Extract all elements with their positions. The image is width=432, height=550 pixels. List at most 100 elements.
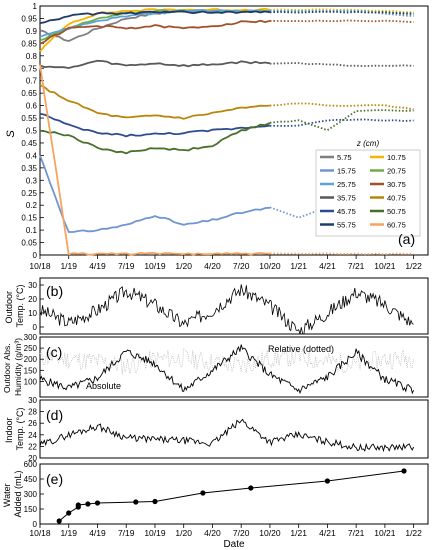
ytick-label: 0.55 (21, 114, 37, 123)
series-40.75-measured (39, 84, 270, 120)
xtick-label: 10/21 (374, 261, 396, 271)
panel-e-ylabel-line1: Water (2, 483, 12, 507)
panel-b-ylabel: Outdoor Temp. (°C) (4, 284, 25, 327)
panel-a: S 0 0.05 0.1 0.15 0.2 0.25 0.3 0.35 0.4 0.45 0.5 0.… (5, 2, 429, 260)
xtick-label: 1/20 (175, 528, 192, 538)
panel-d-ylabel: Indoor Temp. (°C) (4, 407, 25, 450)
legend-label-30.75: 30.75 (387, 180, 406, 189)
xtick-label: 1/19 (60, 528, 77, 538)
series-relative-humidity (39, 346, 414, 375)
xtick-label: 10/21 (374, 528, 396, 538)
water-added-point (324, 478, 330, 484)
legend-label-15.75: 15.75 (337, 167, 356, 176)
panel-d-yticks: 20 22 24 26 28 30 (28, 396, 44, 463)
series-10.75-gap (269, 8, 414, 14)
ytick-label: 0.3 (26, 176, 38, 185)
legend-label-40.75: 40.75 (387, 194, 406, 203)
panel-e-ylabel-line2: Added (mL) (13, 470, 23, 517)
panel-e-ylabel: Water Added (mL) (2, 470, 23, 517)
panel-e-xticks: 10/18 1/19 4/19 7/19 10/19 1/20 4/20 7/20 10/20 1… (29, 524, 422, 538)
water-added-point (200, 490, 206, 496)
legend-entries: 5.75 10.75 15.75 20.75 25.75 30.75 35.75 40.75 4… (320, 153, 406, 230)
xtick-label: 10/19 (144, 261, 166, 271)
xtick-label: 1/22 (405, 261, 422, 271)
series-35.75-gap (269, 62, 414, 68)
xtick-label: 10/20 (259, 261, 281, 271)
panel-d: Indoor Temp. (°C) 20 22 24 26 28 30 (d) (4, 396, 429, 463)
ytick-label: 28 (28, 408, 37, 417)
legend-label-10.75: 10.75 (387, 153, 406, 162)
ytick-label: 0.5 (26, 127, 38, 136)
xtick-label: 1/21 (290, 528, 307, 538)
series-25.75-gap (269, 9, 414, 16)
panel-a-ylabel: S (5, 130, 17, 138)
water-added-point (152, 498, 158, 505)
series-water-added-line (58, 470, 405, 522)
xtick-label: 7/21 (348, 261, 365, 271)
panel-c-ylabel: Outdoor Abs. Humidity (g/m³) (2, 338, 23, 396)
ytick-label: 250 (24, 344, 38, 353)
series-55.75-measured (39, 10, 271, 24)
xtick-label: 4/19 (89, 261, 106, 271)
ytick-label: 10 (28, 309, 37, 318)
panel-e-tag: (e) (46, 471, 63, 487)
ytick-label: 1 (33, 2, 38, 11)
legend-label-25.75: 25.75 (337, 180, 356, 189)
water-added-point (85, 501, 91, 507)
xtick-label: 7/19 (118, 528, 135, 538)
ytick-label: 0.05 (21, 239, 37, 248)
xtick-label: 10/18 (29, 528, 51, 538)
panel-c-tag: (c) (46, 344, 62, 360)
legend-label-55.75: 55.75 (337, 221, 356, 230)
xtick-label: 4/21 (319, 261, 336, 271)
legend-label-60.75: 60.75 (387, 221, 406, 230)
series-absolute-humidity (39, 344, 415, 395)
legend-title: z (cm) (356, 139, 380, 148)
series-60.75-measured (39, 64, 270, 256)
water-added-point (75, 502, 81, 508)
panel-b-yticks: 0 10 20 30 (28, 281, 44, 332)
ytick-label: 0.7 (26, 77, 38, 86)
ytick-label: 0.6 (26, 102, 38, 111)
ytick-label: 20 (28, 295, 37, 304)
xtick-label: 7/20 (233, 528, 250, 538)
ytick-label: 300 (24, 333, 38, 342)
ytick-label: 26 (28, 419, 37, 428)
panel-b-tag: (b) (46, 283, 63, 299)
panel-b: Outdoor Temp. (°C) 0 10 20 30 (b) (4, 277, 429, 335)
xtick-label: 4/21 (319, 528, 336, 538)
panel-c-series (39, 344, 415, 395)
xtick-label: 1/22 (405, 528, 422, 538)
ytick-label: 0.65 (21, 89, 37, 98)
legend-label-5.75: 5.75 (337, 153, 352, 162)
ytick-label: 30 (28, 396, 37, 405)
date-axis-label: Date (223, 539, 245, 550)
ytick-label: 30 (28, 281, 37, 290)
xtick-label: 4/20 (204, 261, 221, 271)
ytick-label: 22 (28, 442, 37, 451)
ytick-label: 20 (28, 454, 37, 463)
panel-e-series (56, 468, 407, 524)
ytick-label: 0 (33, 251, 38, 260)
ytick-label: 0.1 (26, 226, 38, 235)
xtick-label: 10/18 (29, 261, 51, 271)
xtick-label: 1/19 (60, 261, 77, 271)
water-added-point (248, 485, 254, 491)
ytick-label: 0.95 (21, 14, 37, 23)
xtick-label: 4/19 (89, 528, 106, 538)
water-added-point (94, 500, 101, 506)
panel-d-ylabel-line1: Indoor (4, 417, 14, 443)
panel-e-frame (39, 463, 429, 525)
xtick-label: 7/20 (233, 261, 250, 271)
annotation-absolute: Absolute (86, 381, 121, 391)
panel-e-yticks: 0 150 300 450 600 (24, 460, 44, 529)
series-45.75-measured (39, 112, 271, 138)
panel-c-yticks: 100 150 200 250 300 (24, 333, 44, 386)
annotation-relative: Relative (dotted) (268, 344, 334, 354)
panel-a-yticks: 0 0.05 0.1 0.15 0.2 0.25 0.3 0.35 0.4 0.45 0.5 0.55… (21, 2, 44, 260)
panel-d-series (39, 418, 415, 453)
xtick-label: 10/19 (144, 528, 166, 538)
ytick-label: 0 (33, 323, 38, 332)
xtick-label: 10/20 (259, 528, 281, 538)
ytick-label: 0.25 (21, 189, 37, 198)
